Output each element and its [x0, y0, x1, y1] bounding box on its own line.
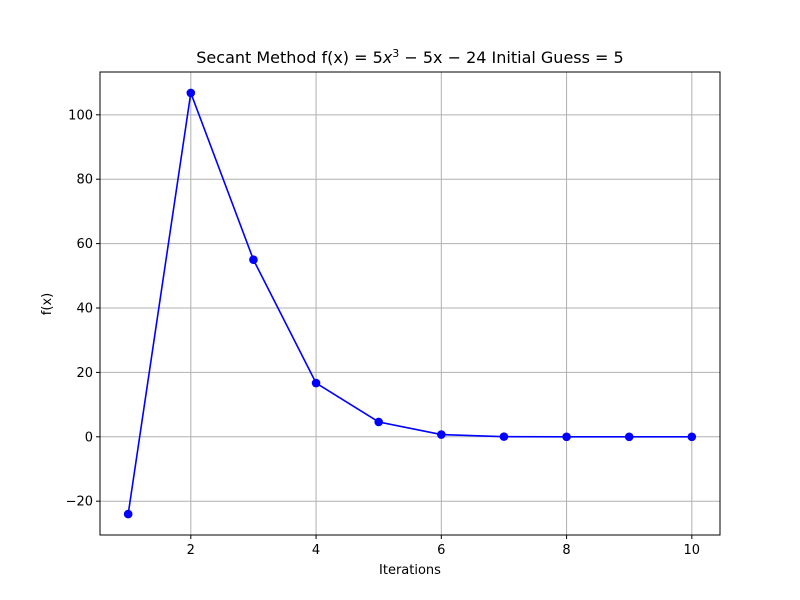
data-point — [562, 432, 571, 442]
data-point — [624, 432, 634, 442]
x-tick-label: 8 — [562, 543, 570, 558]
x-tick-label: 6 — [437, 543, 445, 558]
y-tick-label: 20 — [76, 366, 93, 381]
data-point — [123, 509, 133, 519]
series-line — [127, 92, 692, 515]
chart-title-exp: 3 — [392, 47, 399, 60]
data-point — [437, 430, 446, 439]
tick-layer: 2 4 6 8 10 −20 0 20 40 60 80 100 — [66, 108, 701, 558]
x-tick-label: 10 — [684, 543, 701, 558]
plot-frame — [99, 71, 721, 536]
x-tick-label: 2 — [187, 543, 195, 558]
data-point — [687, 432, 697, 442]
series-layer — [123, 88, 697, 519]
chart-title: Secant Method f(x) = 5x3 − 5x − 24 Initi… — [196, 47, 623, 67]
chart-title-coef: 5 — [373, 48, 383, 67]
y-tick-label: 40 — [76, 302, 93, 317]
chart-title-prefix: Secant Method f(x) = — [196, 48, 372, 67]
y-tick-label: 100 — [68, 108, 93, 123]
chart-title-var: x — [382, 48, 393, 67]
data-point — [499, 432, 509, 441]
data-point — [374, 417, 383, 427]
y-tick-label: −20 — [66, 495, 93, 510]
chart-title-rest: − 5x − 24 — [399, 48, 486, 67]
y-tick-label: 0 — [85, 430, 93, 445]
x-tick-label: 4 — [312, 543, 320, 558]
data-point — [311, 378, 321, 388]
y-tick-label: 60 — [76, 237, 93, 252]
data-point — [186, 88, 196, 98]
y-tick-label: 80 — [76, 173, 93, 188]
data-point — [249, 255, 258, 265]
y-axis-label: f(x) — [40, 293, 55, 315]
x-axis-label: Iterations — [379, 563, 441, 578]
grid — [100, 72, 720, 535]
chart-title-suffix: Initial Guess = 5 — [486, 48, 623, 67]
